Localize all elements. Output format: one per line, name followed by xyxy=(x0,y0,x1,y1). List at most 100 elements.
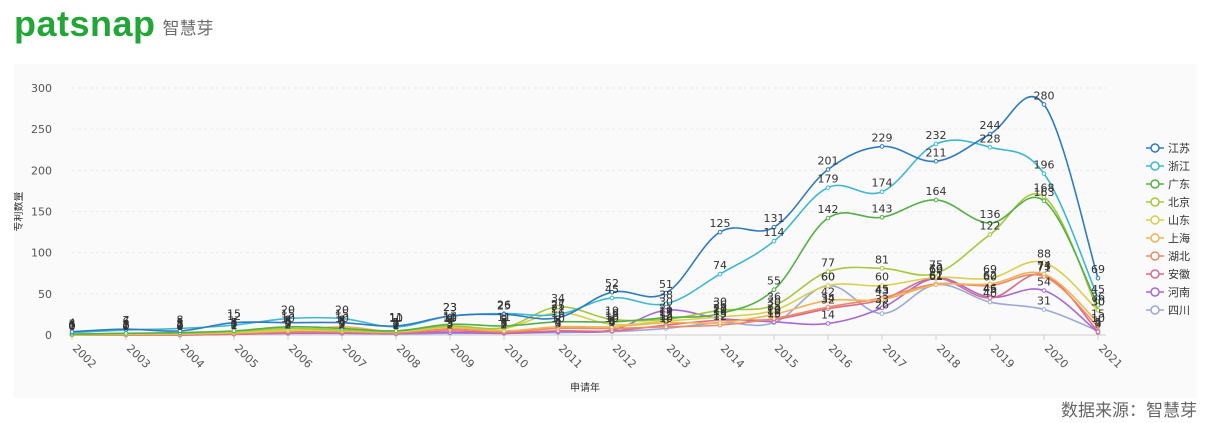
data-point[interactable] xyxy=(825,283,831,288)
data-point[interactable] xyxy=(1095,329,1101,335)
legend-item[interactable]: 广东 xyxy=(1146,178,1190,191)
data-point[interactable] xyxy=(879,283,885,288)
data-point[interactable] xyxy=(771,308,777,313)
legend-item[interactable]: 山东 xyxy=(1146,214,1190,227)
legend-item[interactable]: 湖北 xyxy=(1146,250,1190,263)
data-point[interactable] xyxy=(1095,308,1101,313)
data-point[interactable] xyxy=(987,281,993,287)
data-point[interactable] xyxy=(339,326,345,331)
data-point[interactable] xyxy=(663,301,669,307)
legend-item[interactable]: 浙江 xyxy=(1146,160,1190,173)
data-point[interactable] xyxy=(447,313,453,319)
data-point[interactable] xyxy=(339,316,345,321)
data-point[interactable] xyxy=(663,290,669,296)
data-point[interactable] xyxy=(339,320,345,325)
data-point[interactable] xyxy=(123,326,129,332)
data-point[interactable] xyxy=(987,275,993,281)
data-point[interactable] xyxy=(1041,288,1047,293)
data-point[interactable] xyxy=(1041,260,1047,265)
data-point[interactable] xyxy=(717,271,723,277)
data-point[interactable] xyxy=(987,295,993,301)
data-point[interactable] xyxy=(717,320,723,325)
data-point[interactable] xyxy=(447,321,453,327)
data-point[interactable] xyxy=(663,324,669,330)
data-point[interactable] xyxy=(879,311,885,316)
series-line[interactable] xyxy=(71,139,1099,334)
data-point[interactable] xyxy=(663,315,669,321)
data-point[interactable] xyxy=(1041,102,1047,107)
data-point[interactable] xyxy=(933,270,939,276)
data-point[interactable] xyxy=(1041,171,1047,176)
data-point[interactable] xyxy=(825,215,831,221)
data-point[interactable] xyxy=(987,232,993,237)
data-point[interactable] xyxy=(933,275,939,280)
data-point[interactable] xyxy=(771,224,777,230)
data-point[interactable] xyxy=(987,220,993,226)
data-point[interactable] xyxy=(1041,198,1047,204)
legend-item[interactable]: 四川 xyxy=(1146,304,1190,317)
data-point[interactable] xyxy=(501,312,507,317)
data-point[interactable] xyxy=(1095,275,1101,281)
data-point[interactable] xyxy=(393,323,399,329)
data-point[interactable] xyxy=(771,303,777,308)
data-point[interactable] xyxy=(285,324,291,330)
series-line[interactable] xyxy=(71,196,1099,335)
data-point[interactable] xyxy=(663,308,669,313)
data-point[interactable] xyxy=(609,319,615,325)
data-point[interactable] xyxy=(69,329,75,335)
data-point[interactable] xyxy=(987,144,993,150)
series-line[interactable] xyxy=(71,95,1099,333)
data-point[interactable] xyxy=(231,328,237,334)
data-point[interactable] xyxy=(879,144,885,149)
data-point[interactable] xyxy=(555,319,561,325)
data-point[interactable] xyxy=(879,189,885,195)
legend-item[interactable]: 江苏 xyxy=(1146,142,1190,155)
data-point[interactable] xyxy=(1041,307,1047,312)
data-point[interactable] xyxy=(501,323,507,329)
data-point[interactable] xyxy=(933,158,939,164)
data-point[interactable] xyxy=(879,297,885,302)
data-point[interactable] xyxy=(933,197,939,203)
data-point[interactable] xyxy=(825,185,831,190)
data-point[interactable] xyxy=(879,305,885,311)
data-point[interactable] xyxy=(231,320,237,325)
legend-item[interactable]: 上海 xyxy=(1146,231,1190,245)
data-point[interactable] xyxy=(1095,295,1101,301)
data-point[interactable] xyxy=(825,304,831,310)
data-point[interactable] xyxy=(825,321,831,326)
data-point[interactable] xyxy=(717,229,723,235)
data-point[interactable] xyxy=(555,324,561,330)
data-point[interactable] xyxy=(771,312,777,317)
data-point[interactable] xyxy=(609,295,615,301)
data-point[interactable] xyxy=(879,266,885,271)
data-point[interactable] xyxy=(933,141,939,147)
data-point[interactable] xyxy=(285,316,291,321)
data-point[interactable] xyxy=(825,298,831,303)
data-point[interactable] xyxy=(879,214,885,220)
data-point[interactable] xyxy=(285,320,291,325)
data-point[interactable] xyxy=(1095,320,1101,325)
data-point[interactable] xyxy=(825,167,831,172)
data-point[interactable] xyxy=(825,269,831,274)
data-point[interactable] xyxy=(717,311,723,316)
data-point[interactable] xyxy=(771,316,777,321)
data-point[interactable] xyxy=(609,289,615,295)
data-point[interactable] xyxy=(1041,194,1047,199)
legend-item[interactable]: 安徽 xyxy=(1146,267,1190,281)
data-point[interactable] xyxy=(1095,324,1101,330)
data-point[interactable] xyxy=(393,328,399,334)
data-point[interactable] xyxy=(771,287,777,293)
data-point[interactable] xyxy=(771,238,777,244)
data-point[interactable] xyxy=(1095,303,1101,308)
legend-item[interactable]: 北京 xyxy=(1146,195,1190,209)
data-point[interactable] xyxy=(1041,271,1047,277)
data-point[interactable] xyxy=(933,282,939,288)
series-line[interactable] xyxy=(71,193,1099,335)
legend-item[interactable]: 河南 xyxy=(1146,286,1190,299)
data-point[interactable] xyxy=(987,131,993,137)
series-line[interactable] xyxy=(71,273,1099,336)
data-point[interactable] xyxy=(987,299,993,305)
data-point[interactable] xyxy=(177,328,183,334)
data-point[interactable] xyxy=(555,304,561,310)
data-point[interactable] xyxy=(555,315,561,321)
